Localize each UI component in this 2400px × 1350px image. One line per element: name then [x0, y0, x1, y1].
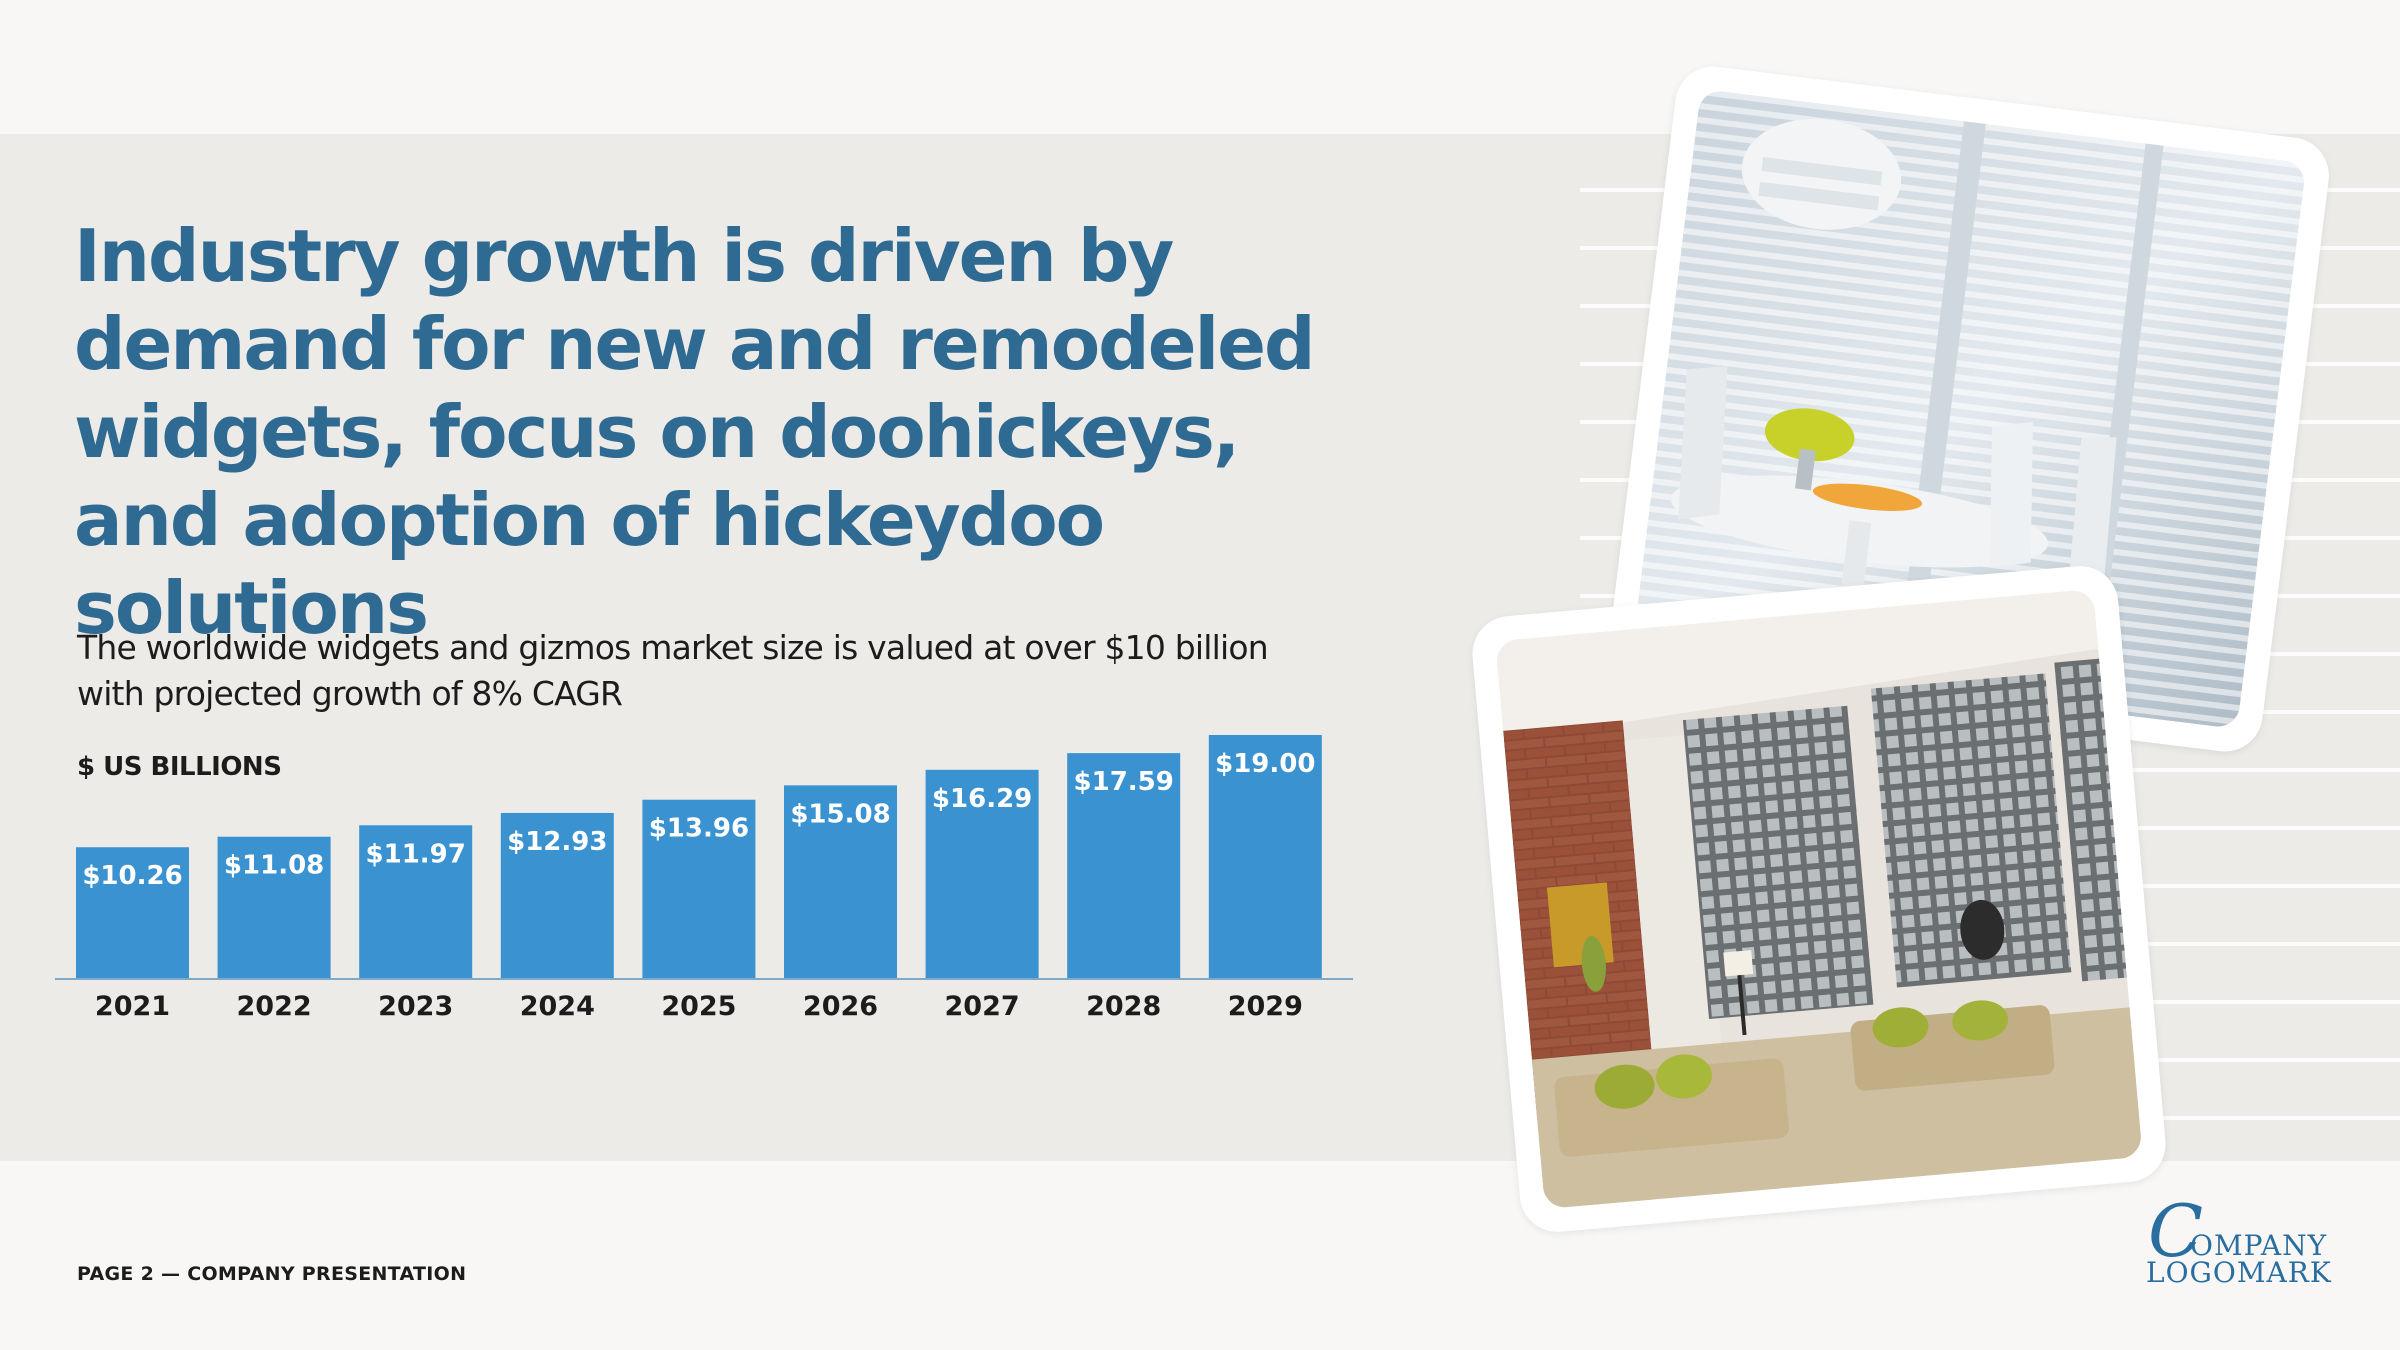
bar-2026 [784, 785, 897, 979]
x-tick-label-2021: 2021 [95, 991, 170, 1022]
x-tick-label-2027: 2027 [945, 991, 1020, 1022]
company-logo: C OMPANY LOGOMARK [2140, 1189, 2331, 1289]
x-tick-label-2024: 2024 [520, 991, 595, 1022]
bar-2024 [500, 812, 614, 979]
bar-value-label-2024: $12.93 [507, 827, 607, 857]
bar-value-label-2027: $16.29 [932, 784, 1032, 814]
x-tick-label-2026: 2026 [803, 991, 878, 1022]
bar-value-label-2028: $17.59 [1074, 767, 1174, 797]
x-tick-label-2025: 2025 [661, 991, 736, 1022]
logo-initial: C [2148, 1189, 2204, 1273]
bar-chart: $10.26 2021 $11.08 2022 $11.97 2023 $12.93 2024… [55, 735, 1353, 1022]
bar-2022 [217, 836, 331, 979]
x-tick-label-2028: 2028 [1086, 991, 1161, 1022]
bar-2021 [76, 847, 189, 979]
bar-2025 [642, 799, 756, 979]
x-tick-label-2022: 2022 [237, 991, 312, 1022]
dining-room-image [1631, 88, 2307, 730]
bar-value-label-2022: $11.08 [224, 851, 324, 881]
x-tick-label-2023: 2023 [378, 991, 453, 1022]
bar-value-label-2023: $11.97 [366, 839, 466, 869]
slide-title: Industry growth is driven by demand for … [74, 214, 1316, 650]
bar-value-label-2029: $19.00 [1215, 749, 1315, 779]
bar-value-label-2026: $15.08 [790, 799, 890, 829]
chart-unit-label: $ US BILLIONS [77, 752, 282, 782]
bar-2029 [1208, 735, 1322, 979]
bar-value-label-2025: $13.96 [649, 814, 749, 844]
living-room-image [1495, 588, 2143, 1210]
photo-loft-living-room [1469, 562, 2169, 1236]
slide-subtitle: The worldwide widgets and gizmos market … [77, 628, 1269, 713]
bar-2028 [1067, 753, 1181, 979]
x-tick-label-2029: 2029 [1228, 991, 1303, 1022]
logo-line-1: OMPANY [2190, 1229, 2328, 1262]
bar-2027 [925, 769, 1039, 979]
page-footer: PAGE 2 — COMPANY PRESENTATION [77, 1263, 467, 1285]
photo-dining-room-blinds [1604, 62, 2334, 756]
logo-line-2: LOGOMARK [2146, 1256, 2332, 1289]
bar-2023 [359, 825, 473, 979]
bar-value-label-2021: $10.26 [82, 861, 182, 891]
